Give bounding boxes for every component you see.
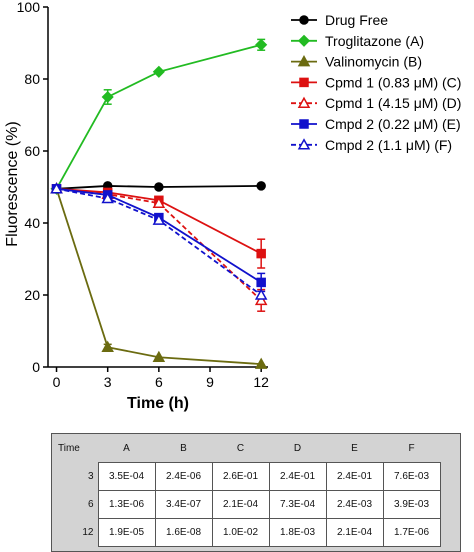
data-point xyxy=(256,248,266,259)
table-cell: 2.4E-01 xyxy=(268,462,327,491)
legend-label: Cpmd 1 (4.15 μM) (D) xyxy=(325,95,461,111)
data-point xyxy=(154,182,164,192)
table-row-time: 3 xyxy=(52,462,98,491)
data-point xyxy=(50,182,63,194)
data-point xyxy=(152,65,165,78)
data-point xyxy=(254,357,268,369)
p-value-table: Time A B C D E F 3 3.5E-04 2.4E-06 2.6E-01 2.4E-01… xyxy=(52,434,441,547)
y-tick-label: 0 xyxy=(32,359,40,375)
table-column-header: A xyxy=(123,442,130,454)
line-chart: 0 20 40 60 80 100 0 3 6 9 12 Drug Free Troglitazone… xyxy=(4,0,461,412)
series-7 xyxy=(50,182,268,300)
p-value-table-panel: Time A B C D E F 3 3.5E-04 2.4E-06 2.6E-01 2.4E-01… xyxy=(51,433,461,552)
legend: Drug Free Troglitazone (A) Valinomycin (B)… xyxy=(291,12,461,153)
series-layer xyxy=(50,38,268,369)
table-column-header: B xyxy=(180,442,187,454)
legend-item: Cmpd 2 (1.1 μM) (F) xyxy=(291,137,452,153)
table-row: 3 3.5E-04 2.4E-06 2.6E-01 2.4E-01 2.4E-01 7.6E… xyxy=(52,462,441,491)
table-header-row: Time A B C D E F xyxy=(52,434,440,463)
legend-label: Cpmd 1 (0.83 μM) (C) xyxy=(325,74,461,90)
data-point xyxy=(254,293,268,306)
table-cell: 7.3E-04 xyxy=(268,490,327,519)
series-5 xyxy=(50,182,268,312)
legend-swatch-marker xyxy=(297,96,311,108)
data-point xyxy=(256,277,266,288)
series-line xyxy=(55,188,262,366)
table-cell: 2.1E-04 xyxy=(211,490,270,519)
legend-label: Troglitazone (A) xyxy=(325,33,424,49)
x-tick-label: 3 xyxy=(104,374,112,390)
legend-swatch-marker xyxy=(299,77,309,88)
y-tick-label: 20 xyxy=(24,287,40,303)
legend-item: Cmpd 2 (0.22 μM) (E) xyxy=(291,116,461,132)
data-point xyxy=(101,90,114,104)
table-cell: 3.4E-07 xyxy=(154,490,213,519)
x-tick-label: 12 xyxy=(253,374,269,390)
legend-item: Cpmd 1 (0.83 μM) (C) xyxy=(291,74,461,90)
x-tick-label: 6 xyxy=(155,374,163,390)
legend-item: Valinomycin (B) xyxy=(291,54,422,70)
table-cell: 1.9E-05 xyxy=(97,518,156,547)
legend-item: Troglitazone (A) xyxy=(291,33,424,49)
series-line xyxy=(55,43,262,190)
table-cell: 2.6E-01 xyxy=(211,462,270,491)
table-cell: 2.1E-04 xyxy=(325,518,384,547)
table-cell: 3.5E-04 xyxy=(97,462,156,491)
table-cell: 2.4E-01 xyxy=(325,462,384,491)
legend-swatch-marker xyxy=(297,138,311,150)
table-cell: 2.4E-06 xyxy=(154,462,213,491)
x-axis-label: Time (h) xyxy=(127,395,189,412)
table-corner-label: Time xyxy=(58,442,80,454)
table-column-header: E xyxy=(351,442,358,454)
data-point xyxy=(152,350,166,363)
axes: 0 20 40 60 80 100 0 3 6 9 12 xyxy=(17,0,270,390)
series-line xyxy=(56,187,262,284)
y-tick-label: 60 xyxy=(24,143,40,159)
legend-item: Cpmd 1 (4.15 μM) (D) xyxy=(291,95,461,111)
y-tick-label: 80 xyxy=(24,71,40,87)
table-cell: 1.7E-06 xyxy=(382,518,441,547)
legend-swatch-marker xyxy=(297,55,311,67)
table-cell: 1.0E-02 xyxy=(211,518,270,547)
data-point xyxy=(152,213,166,225)
series-2 xyxy=(50,38,268,195)
table-cell: 1.3E-06 xyxy=(97,490,156,519)
table-column-header: C xyxy=(236,442,245,454)
table-column-header: D xyxy=(293,442,302,454)
legend-label: Drug Free xyxy=(325,12,388,28)
x-tick-label: 0 xyxy=(53,374,61,390)
table-cell: 1.6E-08 xyxy=(154,518,213,547)
data-point xyxy=(101,340,114,352)
table-cell: 2.4E-03 xyxy=(325,490,384,519)
table-cell: 1.8E-03 xyxy=(268,518,327,547)
legend-label: Cmpd 2 (1.1 μM) (F) xyxy=(325,137,452,153)
table-body: 3 3.5E-04 2.4E-06 2.6E-01 2.4E-01 2.4E-01 7.6E… xyxy=(52,462,441,547)
data-point xyxy=(152,196,166,208)
data-point xyxy=(101,191,114,204)
legend-label: Cmpd 2 (0.22 μM) (E) xyxy=(325,116,461,132)
table-row: 6 1.3E-06 3.4E-07 2.1E-04 7.3E-04 2.4E-03 3.9E… xyxy=(52,490,441,519)
series-line xyxy=(56,185,262,190)
x-tick-label: 9 xyxy=(206,374,214,390)
series-line xyxy=(56,187,262,296)
table-row: 12 1.9E-05 1.6E-08 1.0E-02 1.8E-03 2.1E-04 1.7… xyxy=(52,518,441,547)
data-point xyxy=(256,181,266,191)
y-tick-label: 40 xyxy=(24,215,40,231)
data-point xyxy=(255,38,268,51)
y-tick-label: 100 xyxy=(17,0,41,15)
y-axis-label: Fluorescence (%) xyxy=(4,121,21,246)
legend-label: Valinomycin (B) xyxy=(325,54,422,70)
table-row-time: 6 xyxy=(52,490,98,519)
table-row-time: 12 xyxy=(52,518,98,547)
legend-swatch-marker xyxy=(297,34,311,47)
table-cell: 7.6E-03 xyxy=(382,462,441,491)
data-point xyxy=(254,288,268,300)
table-column-header: F xyxy=(408,442,415,454)
legend-swatch-marker xyxy=(299,119,309,129)
table-cell: 3.9E-03 xyxy=(382,490,441,519)
legend-swatch-marker xyxy=(299,15,309,25)
legend-item: Drug Free xyxy=(291,12,388,28)
